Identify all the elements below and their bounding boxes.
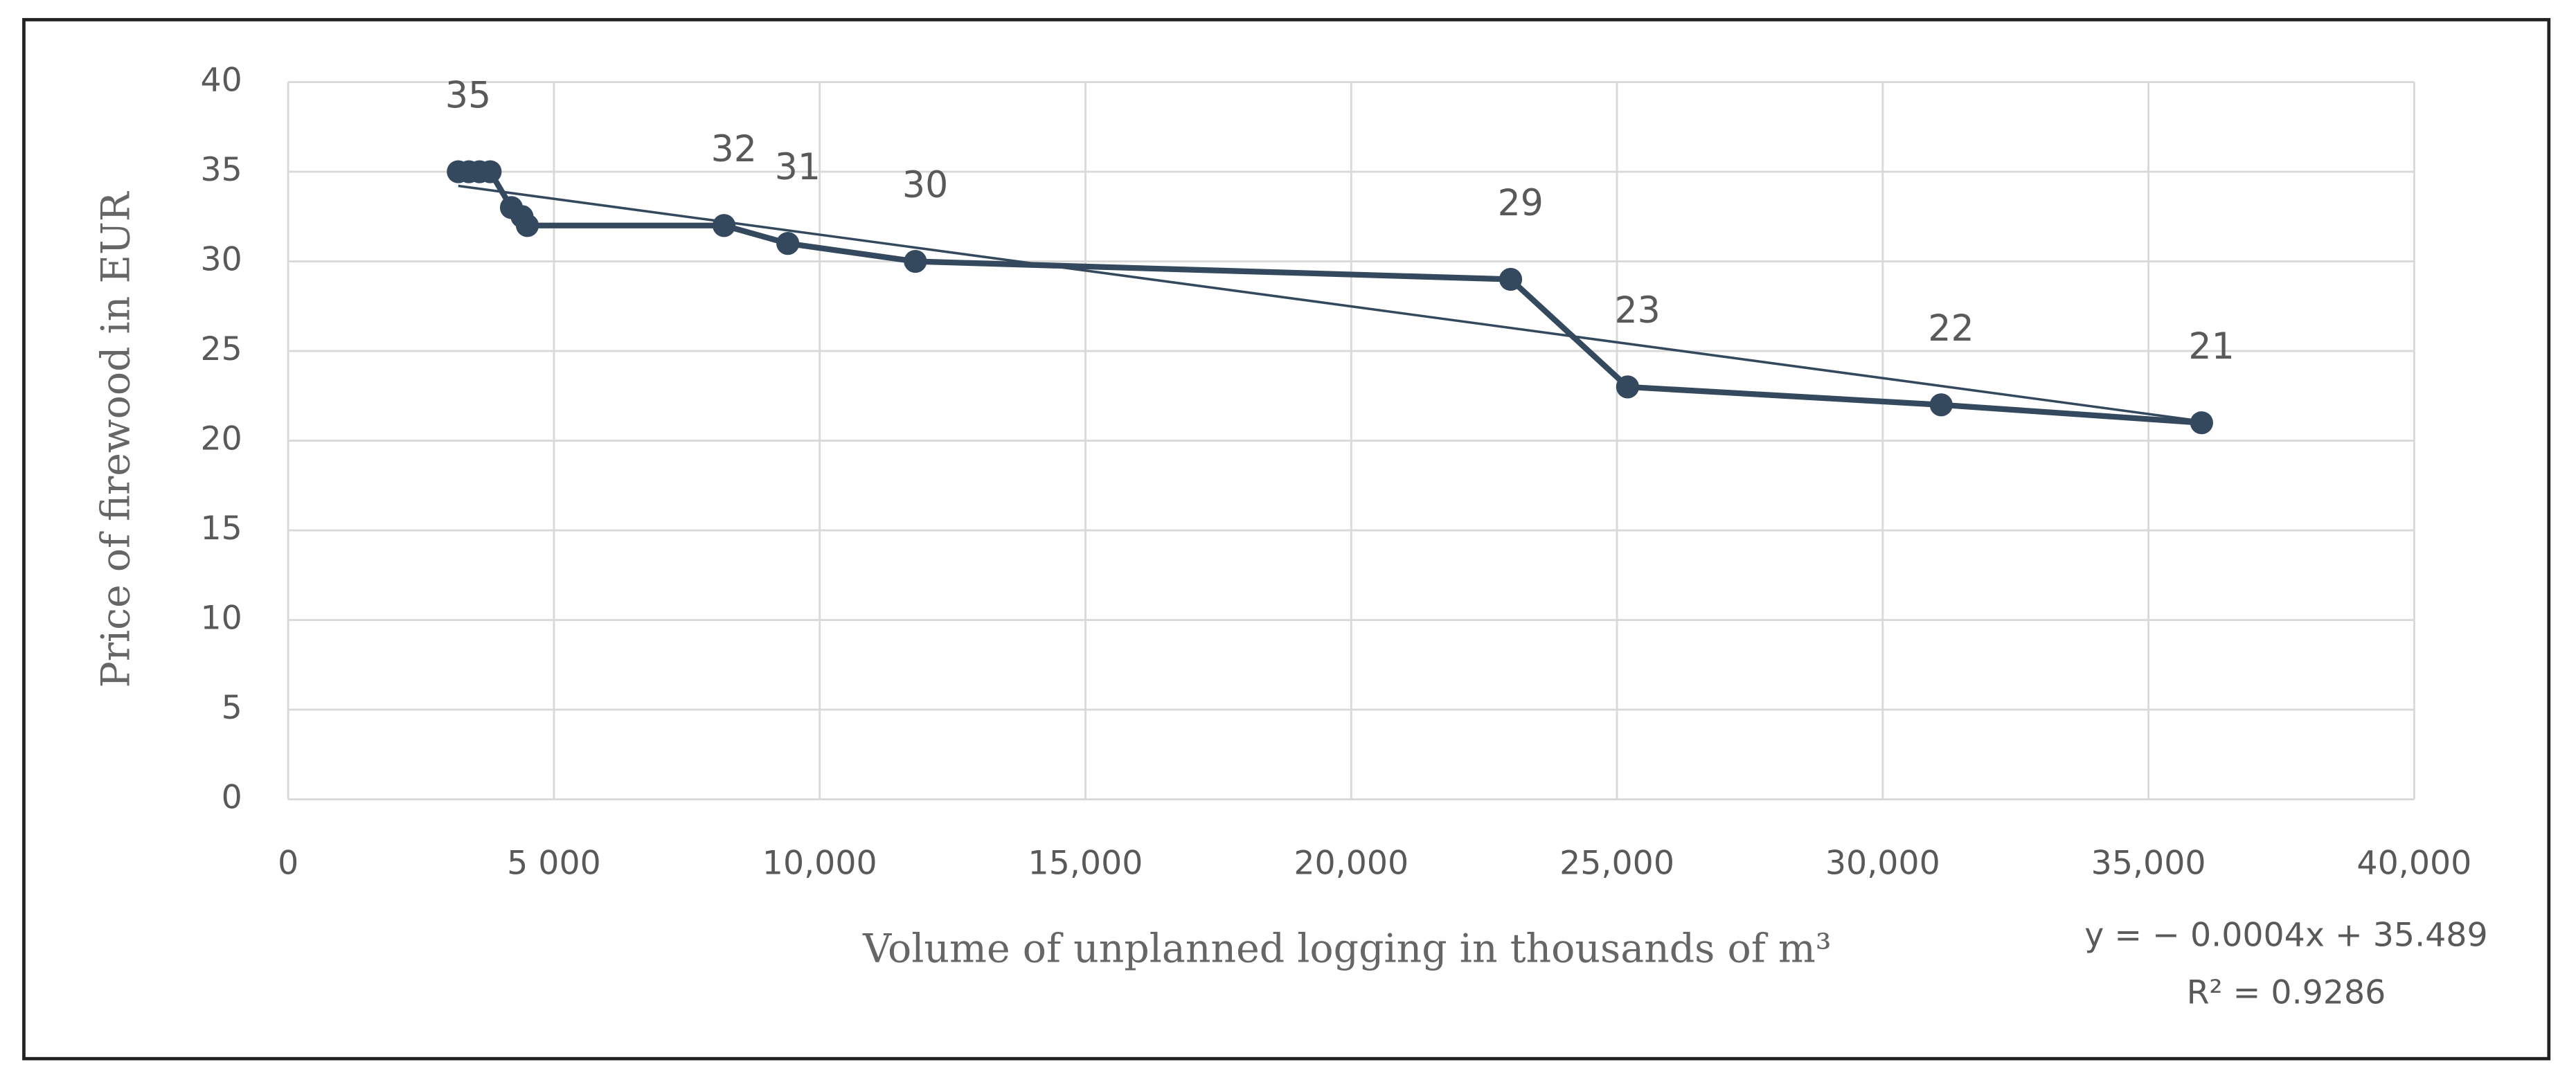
data-label: 32 [711,129,757,170]
x-tick-label: 15,000 [1028,844,1143,882]
trendline-equation: y = − 0.0004x + 35.489 [2084,917,2487,955]
data-label: 23 [1614,290,1660,332]
data-point [2190,411,2213,435]
chart-border [22,18,2551,1061]
y-tick-label: 40 [200,62,242,100]
y-tick-label: 25 [200,330,242,368]
x-tick-label: 20,000 [1294,844,1408,882]
data-point [478,160,502,183]
x-axis-label: Volume of unplanned logging in thousands… [862,926,1831,972]
y-tick-label: 10 [200,600,242,638]
x-tick-label: 35,000 [2091,844,2206,882]
x-tick-label: 5 000 [507,844,601,882]
data-label: 29 [1498,183,1544,224]
y-axis-label: Price of firewood in EUR [93,190,138,687]
trendline-r2: R² = 0.9286 [2187,974,2386,1012]
data-label: 31 [775,147,821,188]
y-tick-label: 35 [200,151,242,189]
y-tick-label: 15 [200,510,242,548]
data-point [904,249,927,273]
y-tick-label: 5 [222,689,242,727]
y-tick-label: 20 [200,420,242,458]
data-point [1616,375,1639,399]
x-tick-label: 40,000 [2356,844,2471,882]
data-point [515,214,539,237]
x-tick-label: 25,000 [1559,844,1674,882]
data-label: 22 [1928,308,1974,350]
x-tick-label: 30,000 [1825,844,1940,882]
data-label: 30 [902,165,948,206]
x-tick-label: 0 [278,844,298,882]
y-tick-label: 30 [200,241,242,279]
data-point [1929,393,1953,417]
x-tick-label: 10,000 [762,844,877,882]
data-point [1499,267,1523,291]
trendline [458,184,2202,423]
data-label: 21 [2188,326,2234,368]
data-label: 35 [445,75,491,116]
y-tick-label: 0 [222,779,242,817]
data-point [712,214,736,237]
data-point [776,232,800,255]
